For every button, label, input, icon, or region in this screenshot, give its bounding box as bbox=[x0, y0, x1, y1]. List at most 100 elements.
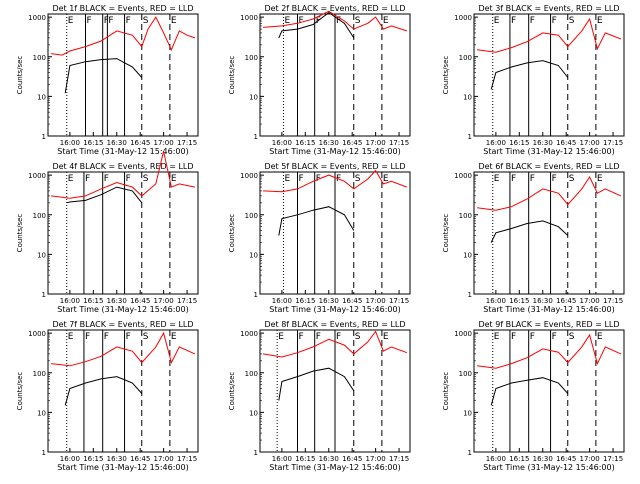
marker-label-E: E bbox=[171, 174, 177, 184]
chart-title: Det 2f BLACK = Events, RED = LLD bbox=[264, 4, 405, 13]
series-line-lld bbox=[477, 333, 622, 369]
marker-label-F: F bbox=[104, 16, 109, 26]
x-axis-label: Start Time (31-May-12 15:46:00) bbox=[483, 305, 614, 314]
y-tick-label: 100 bbox=[245, 54, 258, 62]
y-tick-label: 1 bbox=[42, 291, 46, 299]
x-axis-label: Start Time (31-May-12 15:46:00) bbox=[269, 147, 400, 156]
series-line-lld bbox=[477, 175, 622, 211]
x-tick-label: 16:00 bbox=[486, 455, 506, 463]
plot-frame bbox=[473, 13, 625, 137]
plot-frame bbox=[473, 329, 625, 453]
marker-label-F: F bbox=[552, 174, 557, 184]
y-tick-label: 1000 bbox=[240, 14, 258, 22]
x-tick-label: 17:15 bbox=[177, 297, 197, 305]
x-tick-label: 16:00 bbox=[60, 139, 80, 147]
marker-label-F: F bbox=[552, 332, 557, 342]
series-line-events bbox=[490, 220, 569, 243]
x-tick-label: 16:15 bbox=[509, 297, 529, 305]
y-tick-label: 100 bbox=[33, 370, 46, 378]
marker-label-E: E bbox=[284, 174, 290, 184]
y-tick-label: 10 bbox=[463, 409, 472, 417]
x-axis-label: Start Time (31-May-12 15:46:00) bbox=[57, 463, 188, 472]
marker-label-F: F bbox=[126, 16, 131, 26]
x-tick-label: 17:00 bbox=[580, 139, 600, 147]
marker-label-E: E bbox=[494, 16, 500, 26]
marker-label-F: F bbox=[530, 174, 535, 184]
x-tick-label: 16:00 bbox=[272, 297, 292, 305]
marker-label-E: E bbox=[494, 174, 500, 184]
x-tick-label: 16:00 bbox=[272, 455, 292, 463]
y-tick-label: 1000 bbox=[28, 14, 46, 22]
series-line-events bbox=[66, 186, 143, 204]
marker-label-F: F bbox=[299, 174, 304, 184]
x-tick-label: 16:45 bbox=[130, 455, 150, 463]
marker-label-S: S bbox=[569, 174, 575, 184]
chart-title: Det 9f BLACK = Events, RED = LLD bbox=[478, 320, 619, 329]
y-tick-label: 10 bbox=[249, 93, 258, 101]
x-tick-label: 16:45 bbox=[342, 455, 362, 463]
marker-label-F: F bbox=[85, 174, 90, 184]
x-tick-label: 17:15 bbox=[603, 139, 623, 147]
series-line-events bbox=[64, 376, 143, 406]
x-tick-label: 16:30 bbox=[107, 297, 127, 305]
marker-label-F: F bbox=[108, 16, 113, 26]
y-tick-label: 1 bbox=[254, 449, 258, 457]
series-line-lld bbox=[263, 169, 408, 193]
marker-label-E: E bbox=[171, 332, 177, 342]
x-tick-label: 16:45 bbox=[130, 139, 150, 147]
x-tick-label: 17:15 bbox=[389, 139, 409, 147]
y-tick-label: 1000 bbox=[28, 172, 46, 180]
x-tick-label: 16:30 bbox=[319, 139, 339, 147]
y-tick-label: 1 bbox=[254, 291, 258, 299]
x-tick-label: 17:00 bbox=[154, 139, 174, 147]
marker-label-E: E bbox=[597, 174, 603, 184]
chart-panel: Det 3f BLACK = Events, RED = LLD 1 10 100 10… bbox=[442, 4, 625, 156]
marker-label-E: E bbox=[383, 174, 389, 184]
y-tick-label: 1 bbox=[468, 449, 472, 457]
y-tick-label: 1 bbox=[254, 133, 258, 141]
series-line-events bbox=[278, 367, 355, 401]
y-tick-label: 10 bbox=[463, 93, 472, 101]
marker-label-E: E bbox=[494, 332, 500, 342]
x-tick-label: 17:15 bbox=[177, 139, 197, 147]
y-axis-label: Counts/sec bbox=[16, 56, 24, 95]
marker-label-F: F bbox=[85, 332, 90, 342]
series-line-events bbox=[278, 206, 355, 236]
marker-label-E: E bbox=[383, 16, 389, 26]
x-tick-label: 16:30 bbox=[533, 139, 553, 147]
y-axis-label: Counts/sec bbox=[442, 56, 450, 95]
y-axis-label: Counts/sec bbox=[16, 214, 24, 253]
y-tick-label: 10 bbox=[37, 93, 46, 101]
chart-title: Det 4f BLACK = Events, RED = LLD bbox=[52, 162, 193, 171]
y-axis-label: Counts/sec bbox=[442, 372, 450, 411]
chart-title: Det 6f BLACK = Events, RED = LLD bbox=[478, 162, 619, 171]
y-axis-label: Counts/sec bbox=[228, 214, 236, 253]
plot-frame bbox=[473, 171, 625, 295]
x-tick-label: 16:30 bbox=[533, 455, 553, 463]
series-line-events bbox=[64, 58, 143, 94]
x-tick-label: 16:30 bbox=[319, 455, 339, 463]
x-tick-label: 16:15 bbox=[509, 455, 529, 463]
x-tick-label: 16:00 bbox=[60, 297, 80, 305]
series-line-events bbox=[278, 11, 355, 39]
marker-label-S: S bbox=[355, 174, 361, 184]
y-tick-label: 1 bbox=[468, 133, 472, 141]
marker-label-E: E bbox=[68, 16, 74, 26]
chart-panel: Det 5f BLACK = Events, RED = LLD 1 10 100 10… bbox=[228, 162, 411, 314]
y-tick-label: 1000 bbox=[454, 172, 472, 180]
series-line-events bbox=[490, 377, 569, 406]
x-tick-label: 16:15 bbox=[509, 139, 529, 147]
marker-label-F: F bbox=[511, 174, 516, 184]
y-tick-label: 1000 bbox=[240, 172, 258, 180]
marker-label-F: F bbox=[104, 332, 109, 342]
x-tick-label: 16:45 bbox=[130, 297, 150, 305]
marker-label-F: F bbox=[530, 332, 535, 342]
marker-label-S: S bbox=[143, 332, 149, 342]
y-tick-label: 1000 bbox=[240, 330, 258, 338]
y-axis-label: Counts/sec bbox=[442, 214, 450, 253]
y-tick-label: 10 bbox=[249, 409, 258, 417]
x-axis-label: Start Time (31-May-12 15:46:00) bbox=[483, 463, 614, 472]
x-tick-label: 16:15 bbox=[295, 297, 315, 305]
chart-title: Det 3f BLACK = Events, RED = LLD bbox=[478, 4, 619, 13]
